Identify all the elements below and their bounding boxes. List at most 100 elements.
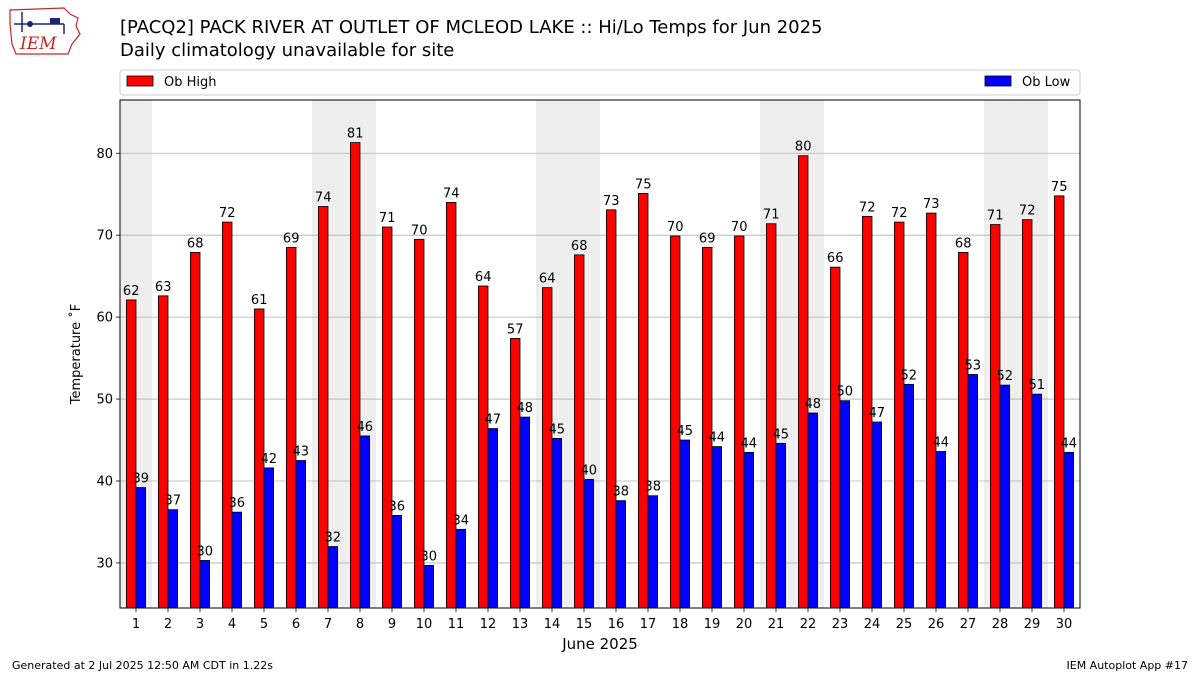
low-temp-label: 36: [389, 499, 406, 514]
low-temp-label: 46: [357, 420, 374, 435]
high-temp-bar: [221, 221, 233, 609]
x-tick-label: 12: [480, 617, 497, 632]
high-temp-label: 64: [475, 270, 492, 285]
x-tick-label: 15: [576, 617, 593, 632]
low-temp-bar: [487, 428, 499, 609]
low-temp-bar: [999, 384, 1011, 609]
x-tick-label: 28: [992, 617, 1009, 632]
low-temp-label: 43: [293, 445, 310, 460]
high-temp-bar: [830, 266, 841, 609]
high-temp-label: 64: [539, 272, 556, 287]
high-temp-label: 61: [251, 293, 268, 308]
high-temp-label: 72: [859, 200, 876, 215]
high-temp-label: 70: [731, 220, 748, 235]
low-temp-bar: [359, 435, 371, 609]
high-temp-label: 71: [763, 208, 780, 223]
low-temp-label: 47: [869, 406, 886, 421]
high-temp-bar: [445, 202, 457, 609]
iowa-map-icon: [9, 7, 81, 55]
legend-swatch-low: [984, 75, 1012, 87]
x-tick-label: 21: [768, 617, 785, 632]
low-temp-label: 45: [549, 422, 566, 437]
x-tick-label: 19: [704, 617, 721, 632]
low-temp-bar: [1063, 451, 1075, 609]
high-temp-bar: [126, 299, 137, 609]
low-temp-bar: [551, 437, 563, 609]
low-temp-bar: [167, 509, 179, 609]
high-temp-label: 74: [443, 186, 460, 201]
low-temp-bar: [455, 528, 467, 609]
high-temp-label: 70: [411, 223, 428, 238]
low-temp-label: 38: [645, 480, 662, 495]
low-temp-bar: [327, 546, 339, 609]
low-temp-bar: [423, 564, 435, 609]
low-temp-label: 38: [613, 485, 630, 500]
low-temp-label: 44: [1061, 436, 1078, 451]
x-tick-label: 14: [544, 617, 561, 632]
low-temp-bar: [583, 478, 595, 609]
low-temp-bar: [263, 467, 275, 609]
low-temp-bar: [839, 400, 851, 609]
low-temp-bar: [967, 374, 979, 609]
low-temp-label: 50: [837, 385, 854, 400]
x-tick-label: 30: [1056, 617, 1073, 632]
high-temp-label: 75: [1051, 180, 1068, 195]
x-tick-label: 27: [960, 617, 977, 632]
high-temp-bar: [638, 193, 649, 609]
low-temp-label: 44: [709, 431, 726, 446]
high-temp-bar: [574, 254, 585, 609]
low-temp-label: 52: [901, 368, 918, 383]
high-temp-bar: [958, 251, 969, 609]
low-temp-bar: [807, 412, 819, 609]
logo-text: IEM: [20, 34, 57, 54]
low-temp-label: 51: [1029, 378, 1046, 393]
x-tick-label: 10: [416, 617, 433, 632]
high-temp-label: 72: [219, 206, 236, 221]
high-temp-bar: [734, 235, 745, 609]
low-temp-bar: [135, 487, 147, 609]
x-tick-label: 2: [164, 617, 172, 632]
low-temp-bar: [295, 460, 307, 609]
high-temp-bar: [542, 287, 553, 609]
low-temp-label: 45: [773, 427, 790, 442]
low-temp-bar: [903, 383, 915, 609]
legend-label-low: Ob Low: [1022, 75, 1071, 90]
y-tick-label: 30: [96, 556, 113, 571]
low-temp-bar: [199, 560, 211, 609]
x-tick-label: 22: [800, 617, 817, 632]
low-temp-label: 47: [485, 413, 502, 428]
high-temp-bar: [349, 142, 361, 609]
low-temp-label: 48: [805, 397, 822, 412]
high-temp-bar: [894, 221, 905, 609]
generated-footer: Generated at 2 Jul 2025 12:50 AM CDT in …: [12, 659, 273, 672]
high-temp-bar: [317, 206, 329, 609]
low-temp-label: 30: [421, 549, 438, 564]
x-tick-label: 7: [324, 617, 332, 632]
low-temp-label: 42: [261, 452, 278, 467]
high-temp-bar: [702, 247, 713, 609]
high-temp-label: 74: [315, 191, 332, 206]
high-temp-label: 57: [507, 322, 524, 337]
high-temp-label: 72: [1019, 204, 1036, 219]
x-tick-label: 13: [512, 617, 529, 632]
high-temp-label: 68: [571, 239, 588, 254]
high-temp-label: 81: [347, 127, 364, 142]
low-temp-bar: [871, 421, 883, 609]
y-axis-label: Temperature ˚F: [68, 304, 84, 405]
high-temp-bar: [990, 224, 1001, 609]
low-temp-label: 45: [677, 424, 694, 439]
high-temp-bar: [1054, 195, 1065, 609]
chart-subtitle: Daily climatology unavailable for site: [120, 40, 455, 61]
low-temp-bar: [647, 495, 659, 609]
x-tick-label: 18: [672, 617, 689, 632]
high-temp-label: 71: [379, 211, 396, 226]
x-tick-label: 6: [292, 617, 300, 632]
low-temp-bar: [743, 451, 755, 609]
low-temp-label: 52: [997, 369, 1014, 384]
high-temp-label: 68: [955, 236, 972, 251]
y-tick-label: 60: [96, 311, 113, 326]
high-temp-label: 62: [123, 284, 140, 299]
high-temp-bar: [477, 285, 489, 609]
low-temp-bar: [679, 439, 691, 609]
